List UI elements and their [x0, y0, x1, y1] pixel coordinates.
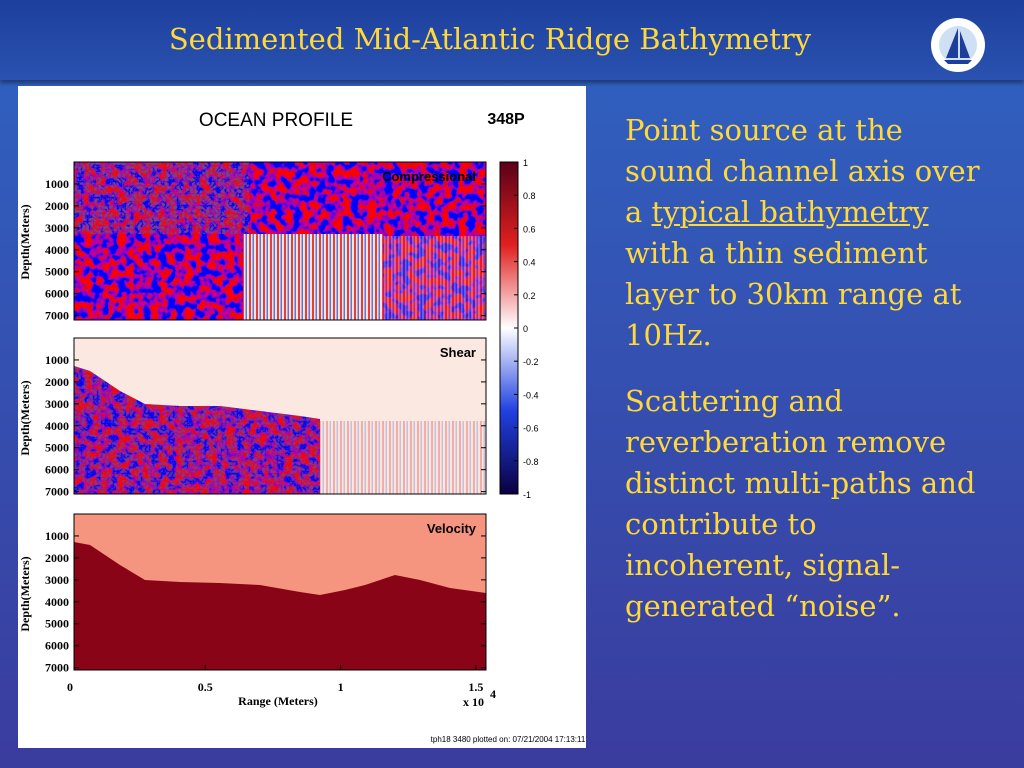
- body-text: Point source at the sound channel axis o…: [625, 110, 990, 652]
- colorbar-tick-label: 0.8: [523, 191, 536, 201]
- text: Scattering and reverberation remove dist…: [625, 384, 976, 623]
- compressional-panel: [73, 161, 487, 321]
- shear-panel: [73, 337, 487, 495]
- colorbar-tick-label: 1: [523, 158, 528, 168]
- y-tick-label: 4000: [45, 243, 69, 257]
- panel-label: Compressional: [382, 169, 476, 184]
- y-axis-label: Depth(Meters): [18, 556, 32, 631]
- footer: tph18 3480 plotted on: 07/21/2004 17:13:…: [431, 735, 586, 744]
- x-tick-label: 0: [67, 680, 73, 694]
- y-tick-label: 5000: [45, 265, 69, 279]
- text: with a thin sediment layer to 30km range…: [625, 236, 962, 352]
- x-tick-label: 0.5: [198, 680, 213, 694]
- y-tick-label: 6000: [45, 639, 69, 653]
- colorbar-tick-label: -1: [523, 490, 531, 500]
- figure-title: OCEAN PROFILE: [199, 110, 353, 131]
- y-tick-label: 2000: [45, 199, 69, 213]
- colorbar-tick-label: -0.8: [523, 457, 539, 467]
- x-multiplier: x 10: [463, 695, 484, 709]
- y-tick-label: 5000: [45, 617, 69, 631]
- x-multiplier-exponent: 4: [490, 687, 496, 701]
- paragraph: Point source at the sound channel axis o…: [625, 110, 990, 356]
- colorbar-tick-label: 0.2: [523, 291, 536, 301]
- slide-title: Sedimented Mid-Atlantic Ridge Bathymetry: [168, 22, 812, 56]
- y-tick-label: 5000: [45, 441, 69, 455]
- panel-label: Velocity: [427, 521, 477, 536]
- colorbar-tick-label: 0: [523, 324, 528, 334]
- y-tick-label: 3000: [45, 573, 69, 587]
- figure-id: 348P: [487, 111, 525, 128]
- y-tick-label: 6000: [45, 287, 69, 301]
- colorbar-tick-label: 0.4: [523, 258, 536, 268]
- y-tick-label: 4000: [45, 419, 69, 433]
- colorbar-tick-label: -0.2: [523, 357, 539, 367]
- y-axis-label: Depth(Meters): [18, 204, 32, 279]
- header-bar: Sedimented Mid-Atlantic Ridge Bathymetry: [0, 0, 1024, 80]
- y-tick-label: 7000: [45, 485, 69, 499]
- y-tick-label: 1000: [45, 177, 69, 191]
- y-tick-label: 2000: [45, 551, 69, 565]
- colorbar-tick-label: -0.6: [523, 424, 539, 434]
- x-tick-label: 1: [338, 680, 344, 694]
- figure: OCEAN PROFILE 348P Compressional Depth(Mete…: [18, 86, 586, 748]
- y-tick-label: 6000: [45, 463, 69, 477]
- y-tick-label: 1000: [45, 353, 69, 367]
- y-tick-label: 3000: [45, 397, 69, 411]
- paragraph: Scattering and reverberation remove dist…: [625, 381, 990, 627]
- x-tick-label: 1.5: [468, 680, 483, 694]
- y-tick-label: 7000: [45, 309, 69, 323]
- y-tick-label: 3000: [45, 221, 69, 235]
- x-axis-label: Range (Meters): [238, 694, 318, 708]
- y-tick-label: 2000: [45, 375, 69, 389]
- colorbar-tick-label: 0.6: [523, 224, 536, 234]
- y-tick-label: 7000: [45, 661, 69, 675]
- y-tick-label: 1000: [45, 529, 69, 543]
- text: Point source at the sound channel axis o…: [625, 113, 980, 229]
- logo: [931, 18, 985, 72]
- y-axis-label: Depth(Meters): [18, 380, 32, 455]
- colorbar-tick-label: -0.4: [523, 390, 539, 400]
- panel-label: Shear: [440, 345, 476, 360]
- link[interactable]: typical bathymetry: [651, 195, 929, 229]
- y-tick-label: 4000: [45, 595, 69, 609]
- velocity-panel: [73, 513, 487, 671]
